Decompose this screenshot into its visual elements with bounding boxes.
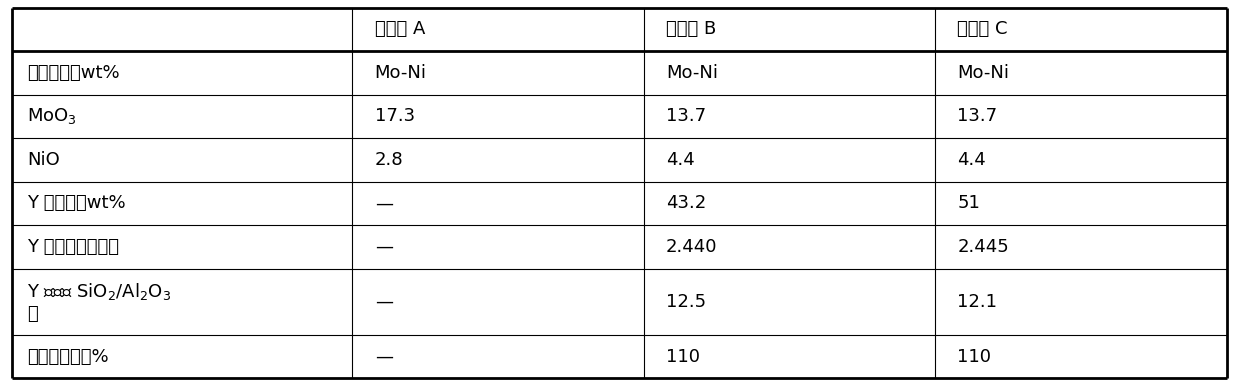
Text: 13.7: 13.7 [667, 107, 706, 125]
Text: 51: 51 [958, 195, 980, 212]
Text: MoO$_3$: MoO$_3$ [27, 107, 77, 127]
Text: NiO: NiO [27, 151, 59, 169]
Text: Mo-Ni: Mo-Ni [958, 64, 1010, 82]
Text: Y 分子筛，wt%: Y 分子筛，wt% [27, 195, 126, 212]
Text: 相对结晶度，%: 相对结晶度，% [27, 347, 109, 366]
Text: 110: 110 [667, 347, 700, 366]
Text: 偃化剂 C: 偃化剂 C [958, 20, 1009, 39]
Text: 2.440: 2.440 [667, 238, 717, 256]
Text: 12.1: 12.1 [958, 293, 997, 311]
Text: 偃化剂 B: 偃化剂 B [667, 20, 716, 39]
Text: —: — [374, 238, 393, 256]
Text: 4.4: 4.4 [958, 151, 986, 169]
Text: 2.8: 2.8 [374, 151, 404, 169]
Text: Y 分子筛 SiO$_2$/Al$_2$O$_3$
比: Y 分子筛 SiO$_2$/Al$_2$O$_3$ 比 [27, 281, 171, 323]
Text: Y 分子筛晶胞常数: Y 分子筛晶胞常数 [27, 238, 119, 256]
Text: 110: 110 [958, 347, 991, 366]
Text: 43.2: 43.2 [667, 195, 706, 212]
Text: 17.3: 17.3 [374, 107, 415, 125]
Text: 偃化剂 A: 偃化剂 A [374, 20, 425, 39]
Text: 化学组成，wt%: 化学组成，wt% [27, 64, 120, 82]
Text: Mo-Ni: Mo-Ni [374, 64, 426, 82]
Text: Mo-Ni: Mo-Ni [667, 64, 719, 82]
Text: —: — [374, 293, 393, 311]
Text: 12.5: 12.5 [667, 293, 706, 311]
Text: —: — [374, 347, 393, 366]
Text: 4.4: 4.4 [667, 151, 695, 169]
Text: 13.7: 13.7 [958, 107, 997, 125]
Text: 2.445: 2.445 [958, 238, 1010, 256]
Text: —: — [374, 195, 393, 212]
